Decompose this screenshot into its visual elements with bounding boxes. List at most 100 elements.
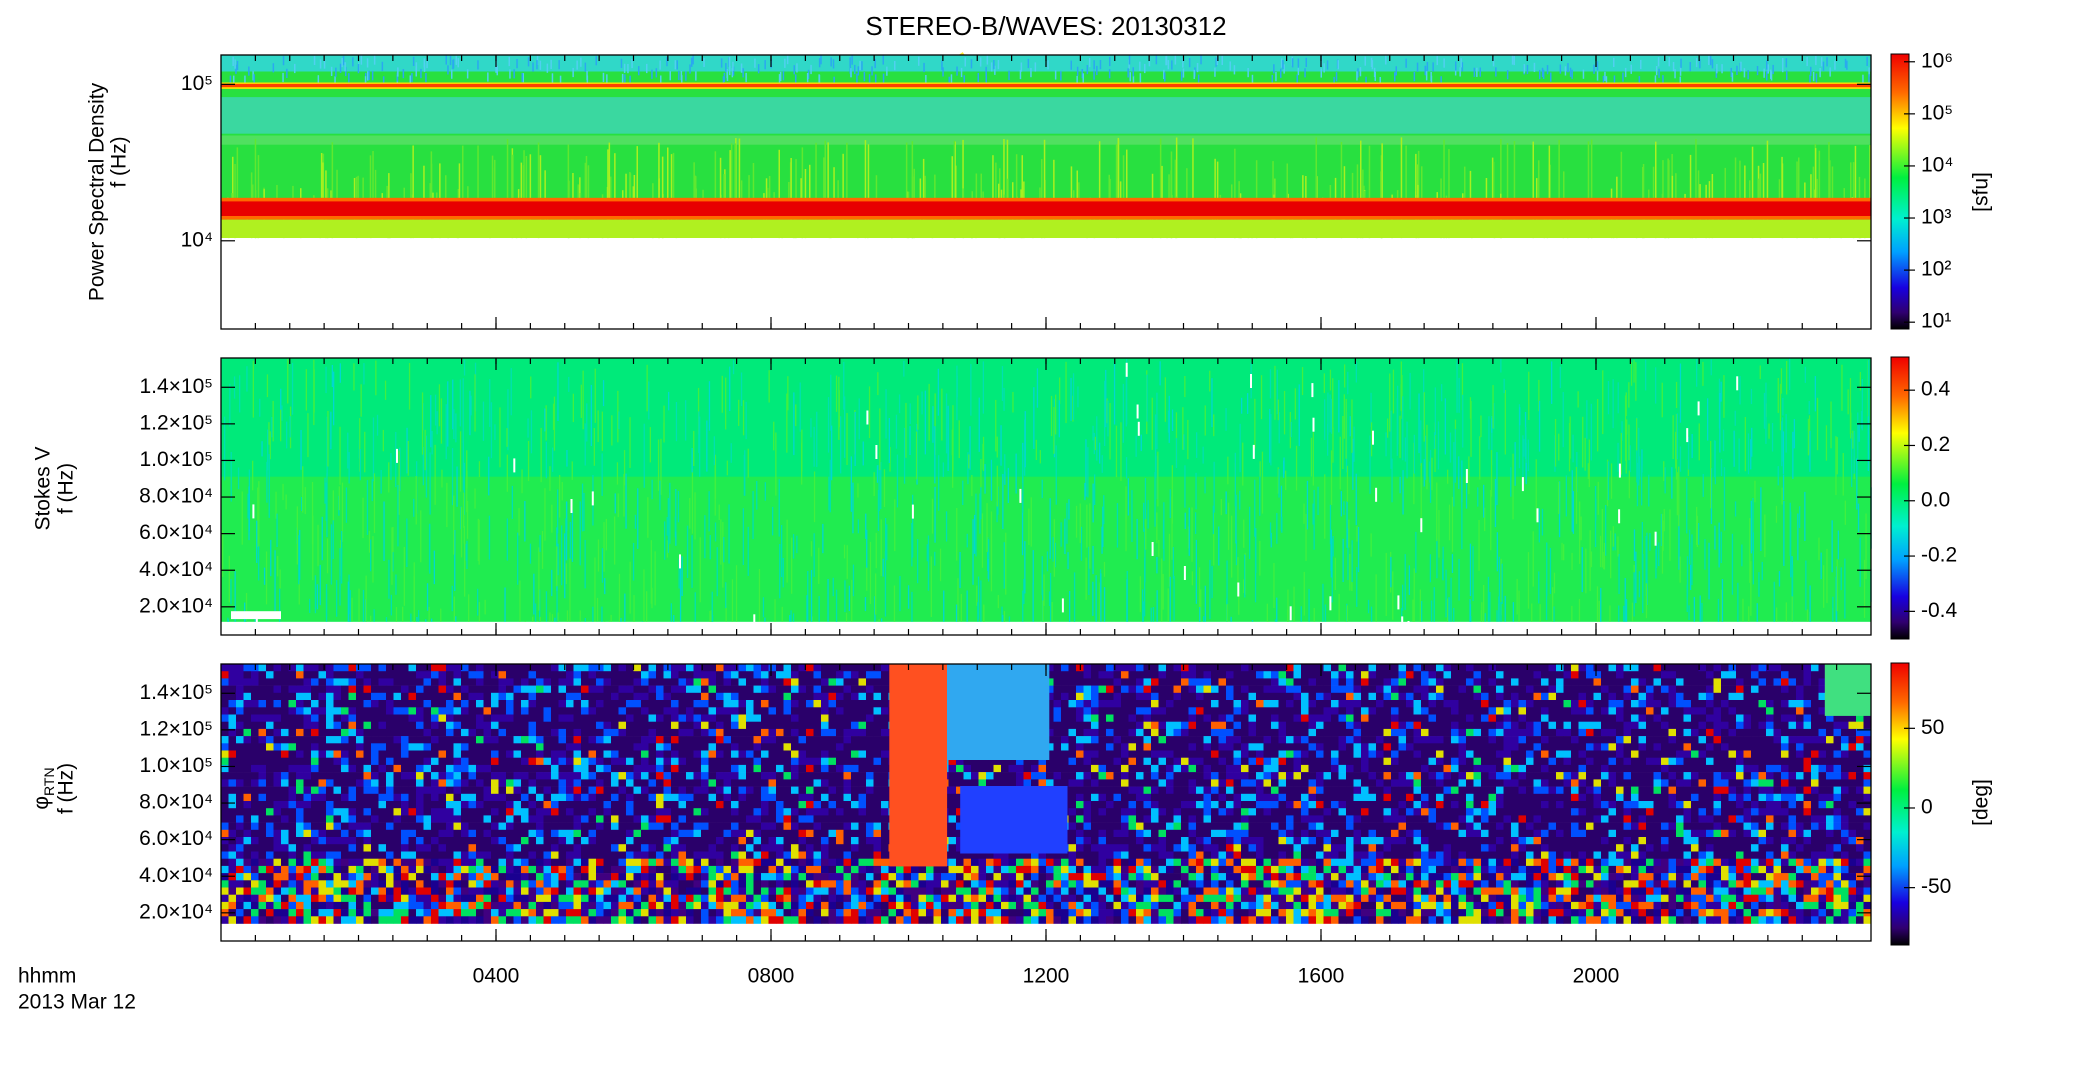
- spectrogram-cell: [1399, 415, 1401, 459]
- spectrogram-cell: [491, 793, 499, 802]
- spectrogram-cell: [633, 801, 642, 809]
- spectrogram-cell: [483, 779, 492, 787]
- spectrogram-cell: [506, 772, 514, 780]
- spectrogram-cell: [1311, 383, 1314, 398]
- spectrogram-cell: [534, 603, 537, 622]
- spectrogram-cell: [461, 757, 469, 766]
- spectrogram-cell: [831, 425, 833, 481]
- spectrogram-cell: [1342, 538, 1344, 582]
- spectrogram-cell: [1259, 461, 1261, 477]
- spectrogram-cell: [1320, 68, 1322, 78]
- spectrogram-cell: [1710, 468, 1713, 525]
- spectrogram-cell: [408, 858, 417, 867]
- spectrogram-cell: [701, 887, 709, 895]
- spectrogram-cell: [877, 490, 880, 531]
- spectrogram-cell: [701, 750, 709, 758]
- spectrogram-cell: [588, 844, 597, 852]
- spectrogram-cell: [1781, 417, 1784, 462]
- spectrogram-cell: [693, 772, 702, 780]
- spectrogram-cell: [1538, 508, 1540, 543]
- spectrogram-cell: [476, 808, 484, 816]
- spectrogram-cell: [341, 851, 349, 859]
- spectrogram-cell: [626, 714, 634, 722]
- spectrogram-cell: [588, 815, 597, 823]
- spectrogram-cell: [506, 865, 514, 874]
- spectrogram-cell: [408, 685, 417, 694]
- spectrogram-cell: [731, 68, 734, 78]
- spectrogram-cell: [1443, 139, 1445, 239]
- spectrogram-cell: [378, 772, 387, 780]
- spectrogram-cell: [1322, 583, 1324, 622]
- spectrogram-cell: [663, 851, 672, 859]
- spectrogram-cell: [1609, 605, 1611, 622]
- spectrogram-cell: [363, 801, 372, 809]
- spectrogram-cell: [1042, 600, 1044, 622]
- spectrogram-cell: [491, 829, 499, 838]
- spectrogram-cell: [813, 426, 815, 467]
- spectrogram-cell: [678, 894, 687, 903]
- spectrogram-cell: [491, 743, 499, 751]
- spectrogram-cell: [408, 793, 417, 802]
- spectrogram-cell: [513, 894, 522, 903]
- spectrogram-cell: [273, 736, 282, 744]
- spectrogram-image: [221, 358, 1872, 635]
- spectrogram-cell: [714, 151, 717, 238]
- spectrogram-cell: [423, 880, 432, 888]
- spectrogram-cell: [969, 426, 971, 470]
- spectrogram-cell: [453, 757, 462, 766]
- spectrogram-cell: [596, 597, 599, 621]
- spectrogram-cell: [543, 685, 552, 694]
- spectrogram-cell: [799, 382, 801, 432]
- spectrogram-cell: [1777, 466, 1779, 486]
- spectrogram-cell: [478, 519, 480, 565]
- spectrogram-cell: [348, 793, 357, 802]
- spectrogram-cell: [281, 851, 289, 859]
- spectrogram-cell: [378, 750, 387, 758]
- spectrogram-cell: [1089, 503, 1091, 569]
- spectrogram-cell: [440, 398, 443, 444]
- spectrogram-cell: [1478, 520, 1480, 571]
- spectrogram-cell: [1781, 156, 1783, 238]
- spectrogram-cell: [303, 801, 312, 809]
- spectrogram-cell: [1144, 557, 1146, 617]
- spectrogram-cell: [1849, 378, 1852, 435]
- spectrogram-cell: [693, 851, 702, 859]
- spectrogram-cell: [1655, 141, 1657, 239]
- spectrogram-cell: [231, 611, 281, 620]
- spectrogram-cell: [656, 764, 664, 773]
- spectrogram-cell: [318, 671, 327, 679]
- spectrogram-cell: [303, 728, 312, 737]
- spectrogram-cell: [1332, 427, 1334, 463]
- spectrogram-cell: [1317, 486, 1319, 515]
- spectrogram-cell: [545, 441, 547, 479]
- spectrogram-cell: [594, 368, 596, 423]
- spectrogram-cell: [326, 909, 334, 917]
- spectrogram-cell: [1764, 514, 1766, 558]
- spectrogram-cell: [1638, 456, 1641, 480]
- spectrogram-cell: [453, 743, 462, 751]
- spectrogram-cell: [1234, 148, 1236, 239]
- spectrogram-cell: [1447, 469, 1449, 484]
- spectrogram-cell: [677, 490, 680, 523]
- spectrogram-cell: [603, 786, 612, 795]
- spectrogram-cell: [573, 750, 582, 758]
- spectrogram-cell: [521, 678, 529, 686]
- spectrogram-cell: [296, 728, 304, 737]
- spectrogram-cell: [494, 424, 496, 440]
- spectrogram-cell: [438, 384, 441, 427]
- spectrogram-cell: [694, 592, 696, 622]
- spectrogram-cell: [511, 485, 513, 519]
- spectrogram-cell: [243, 750, 252, 758]
- spectrogram-cell: [597, 539, 600, 572]
- spectrogram-cell: [708, 736, 717, 744]
- spectrogram-cell: [228, 721, 237, 730]
- spectrogram-cell: [498, 692, 507, 701]
- spectrogram-cell: [1518, 590, 1520, 622]
- spectrogram-cell: [838, 390, 840, 428]
- spectrogram-cell: [333, 844, 342, 852]
- spectrogram-cell: [221, 865, 229, 874]
- spectrogram-cell: [862, 441, 864, 466]
- spectrogram-cell: [464, 542, 466, 597]
- spectrogram-cell: [476, 844, 484, 852]
- spectrogram-cell: [1175, 137, 1178, 239]
